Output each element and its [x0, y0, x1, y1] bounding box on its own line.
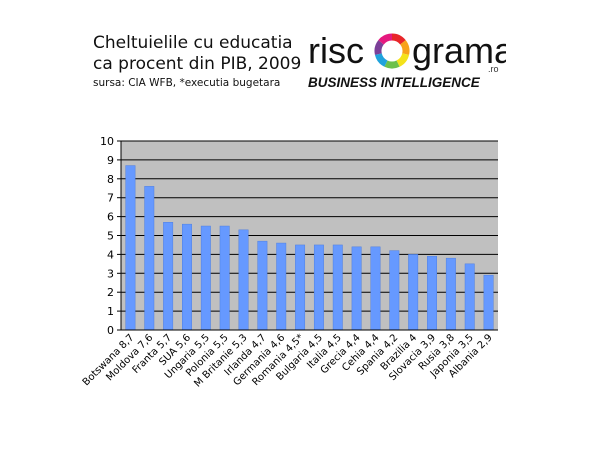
logo-ring-segment: [396, 53, 410, 67]
bar: [125, 165, 136, 331]
logo-tagline: BUSINESS INTELLIGENCE: [308, 75, 481, 90]
y-tick-label: 10: [100, 135, 114, 148]
logo-domain: .ro: [488, 64, 499, 74]
riscograma-logo: risc grama .ro BUSINESS INTELLIGENCE: [308, 30, 506, 90]
bar: [351, 246, 362, 331]
y-tick-label: 1: [107, 305, 114, 318]
y-tick-label: 9: [107, 154, 114, 167]
bar: [370, 246, 381, 331]
bar: [163, 222, 174, 331]
logo-ring-icon: [374, 33, 410, 69]
bar: [483, 274, 494, 331]
logo-ring-segment: [400, 40, 410, 55]
bar: [427, 256, 437, 331]
y-tick-label: 2: [107, 286, 114, 299]
logo-brand-left: risc: [308, 30, 364, 71]
y-tick-label: 8: [107, 173, 114, 186]
y-tick-label: 5: [107, 230, 114, 243]
logo-ring-segment: [378, 33, 393, 45]
bar: [332, 244, 343, 331]
bar-series: [125, 165, 494, 331]
bar: [408, 254, 419, 331]
logo-ring-segment: [384, 60, 400, 69]
bar: [389, 250, 400, 331]
bar: [144, 186, 155, 331]
chart-source-note: sursa: CIA WFB, *executia bugetara: [93, 77, 281, 89]
y-tick-label: 6: [107, 211, 114, 224]
y-tick-label: 0: [107, 324, 114, 337]
bar: [182, 223, 192, 331]
y-tick-label: 3: [107, 267, 114, 280]
logo-brand-right: grama: [412, 30, 506, 71]
logo-ring-segment: [374, 40, 384, 55]
logo-ring-segment: [374, 53, 388, 67]
logo-ring-segment: [391, 33, 406, 45]
chart-title-line1: Cheltuielile cu educatia: [93, 33, 293, 53]
bar: [200, 225, 211, 331]
y-tick-label: 4: [107, 248, 114, 261]
bar: [219, 225, 230, 331]
bar: [464, 263, 475, 331]
bar: [238, 229, 249, 331]
y-axis-ticks: 0 1 2 3 4 5 6 7 8 9 10: [100, 135, 121, 337]
bar: [276, 242, 287, 331]
bar: [295, 244, 306, 331]
chart-title-line2: ca procent din PIB, 2009: [93, 54, 302, 74]
bar: [313, 244, 324, 331]
bar: [257, 240, 268, 331]
y-tick-label: 7: [107, 192, 114, 205]
bar: [445, 257, 456, 331]
